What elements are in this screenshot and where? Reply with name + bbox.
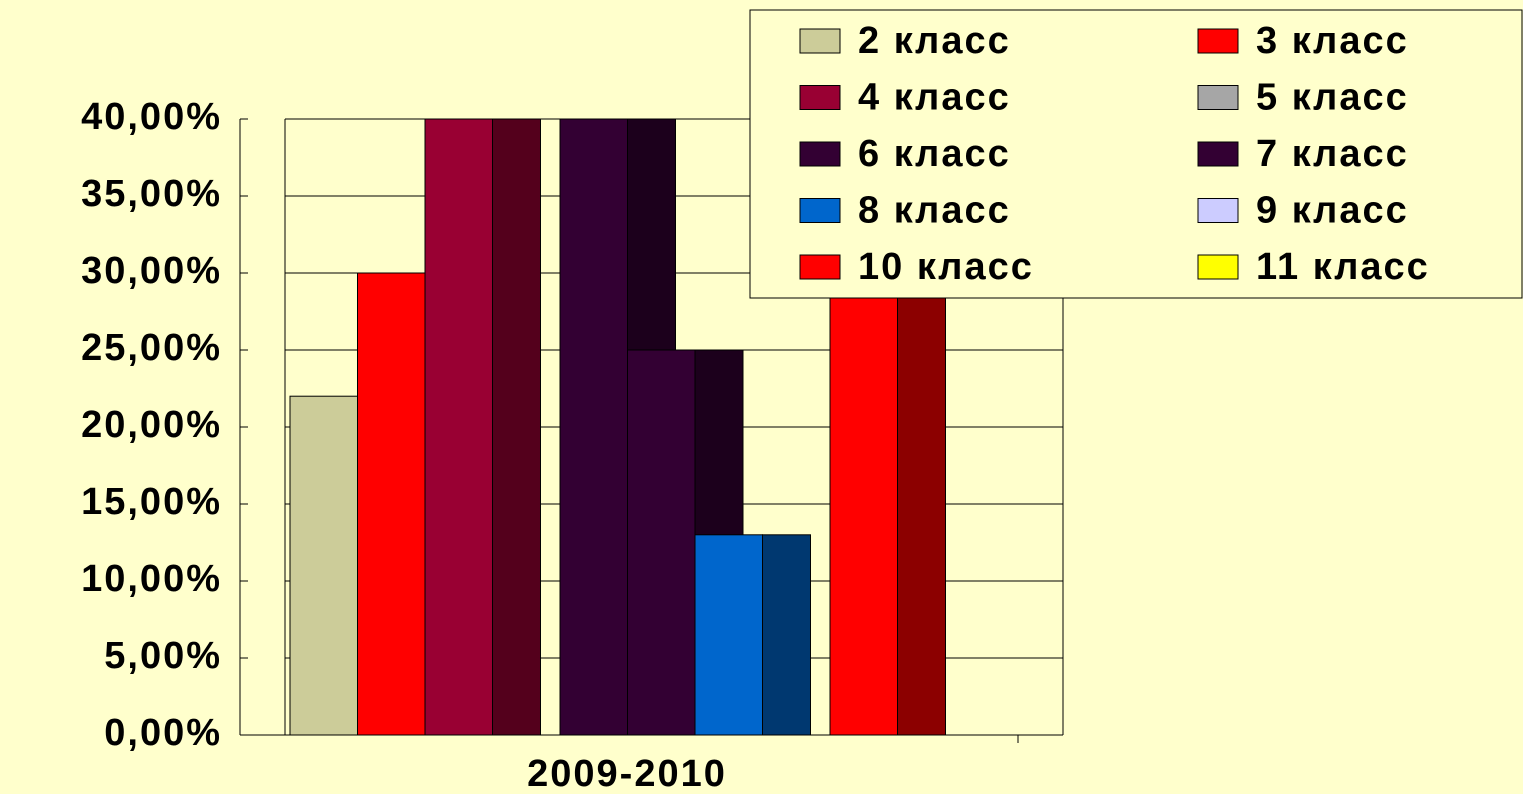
- bar: [289, 395, 358, 736]
- bar-side: [762, 534, 811, 736]
- legend-label: 5 класс: [1256, 77, 1409, 119]
- legend-label: 3 класс: [1256, 20, 1409, 62]
- legend-label: 8 класс: [858, 190, 1011, 232]
- bar: [357, 272, 426, 736]
- legend-label: 7 класс: [1256, 133, 1409, 175]
- bar: [829, 287, 898, 736]
- legend-swatch: [799, 85, 841, 110]
- bar: [559, 118, 628, 736]
- legend-label: 6 класс: [858, 133, 1011, 175]
- y-tick-label: 40,00%: [81, 96, 222, 138]
- x-tick-label: 2009-2010: [527, 753, 727, 794]
- bar: [627, 349, 696, 736]
- legend-swatch: [799, 254, 841, 280]
- legend-label: 11 класс: [1256, 246, 1430, 288]
- legend-swatch: [1197, 85, 1239, 110]
- legend-swatch: [1197, 28, 1239, 54]
- y-tick-label: 15,00%: [81, 481, 222, 523]
- bar: [424, 118, 493, 736]
- legend-swatch: [799, 28, 841, 54]
- y-tick-label: 10,00%: [81, 558, 222, 600]
- legend-swatch: [1197, 198, 1239, 223]
- legend-label: 10 класс: [858, 246, 1034, 288]
- bar: [694, 534, 763, 736]
- y-tick-label: 5,00%: [104, 635, 222, 677]
- y-tick-label: 20,00%: [81, 404, 222, 446]
- bar-side: [897, 287, 946, 736]
- bar-side: [492, 118, 541, 736]
- legend-label: 2 класс: [858, 20, 1011, 62]
- legend-swatch: [1197, 254, 1239, 280]
- y-tick-label: 25,00%: [81, 327, 222, 369]
- legend-swatch: [799, 141, 841, 167]
- legend-swatch: [1197, 141, 1239, 167]
- legend-box: [749, 9, 1523, 299]
- y-tick-label: 0,00%: [104, 712, 222, 754]
- y-tick-label: 35,00%: [81, 173, 222, 215]
- legend-label: 4 класс: [858, 77, 1011, 119]
- legend-swatch: [799, 198, 841, 223]
- y-tick-label: 30,00%: [81, 250, 222, 292]
- legend-label: 9 класс: [1256, 190, 1409, 232]
